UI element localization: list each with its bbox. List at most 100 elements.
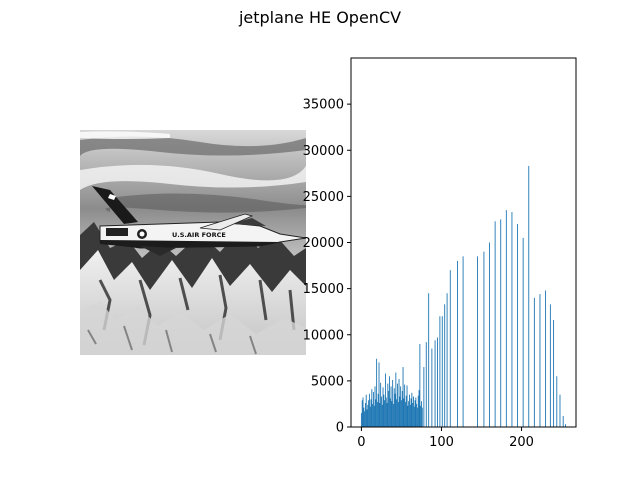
histogram-bar (413, 396, 414, 427)
histogram-bar (439, 316, 441, 427)
histogram-bar (462, 256, 464, 427)
histogram-bar (370, 399, 372, 427)
histogram-bar (428, 293, 430, 427)
x-tick-label: 0 (357, 435, 365, 450)
histogram-bar (511, 212, 513, 427)
histogram-bar (393, 388, 395, 427)
x-tick: 100 (429, 427, 454, 450)
histogram-bar (528, 165, 530, 427)
histogram-bar (556, 376, 558, 427)
histogram-bar (387, 383, 389, 427)
histogram-bar (562, 415, 564, 427)
histogram-bar (394, 393, 396, 427)
histogram-bar (397, 402, 399, 427)
histogram-bar (449, 270, 451, 427)
histogram-bar (431, 348, 433, 427)
histogram-bar (390, 386, 392, 427)
histogram-bar (384, 400, 386, 427)
histogram-bar (417, 395, 419, 427)
histogram-bar (434, 340, 436, 427)
histogram-bar (388, 391, 390, 427)
y-tick: 5000 (311, 374, 351, 389)
y-tick: 35000 (303, 98, 351, 113)
histogram-bar (418, 390, 420, 427)
histogram-bar (446, 293, 448, 427)
x-tick-label: 200 (509, 435, 534, 450)
histogram-bar (364, 411, 366, 427)
histogram-bar (411, 392, 413, 427)
histogram-bar (400, 386, 402, 427)
histogram-bar (380, 396, 382, 427)
histogram-bar (517, 224, 518, 427)
histogram-bar (500, 219, 502, 427)
histogram-bar (371, 389, 373, 427)
histogram-bar (408, 401, 410, 427)
histogram-bar (376, 402, 378, 427)
histogram-bar (388, 376, 390, 427)
histogram-bar (373, 405, 375, 427)
y-tick: 20000 (303, 236, 351, 251)
histogram-bar (386, 403, 388, 427)
histogram-bar (399, 396, 401, 427)
y-tick: 25000 (303, 190, 351, 205)
histogram-bar (364, 403, 366, 427)
histogram-bar (361, 400, 363, 427)
histogram-bar (381, 404, 383, 427)
histogram-bar (414, 400, 416, 427)
histogram-bar (405, 402, 406, 427)
x-tick: 200 (509, 427, 534, 450)
histogram-bar (384, 373, 386, 427)
y-tick: 30000 (303, 144, 351, 159)
y-tick-label: 15000 (303, 282, 344, 297)
histogram-bar (380, 382, 382, 427)
histogram-bar (559, 394, 561, 427)
histogram-bar (420, 405, 422, 427)
histogram-bar (368, 400, 370, 427)
histogram-bar (396, 383, 398, 427)
histogram-bar (421, 407, 423, 427)
histogram-bar (421, 401, 422, 427)
jetplane-photo: U.S.AIR FORCE (80, 130, 306, 355)
x-axis: 0 100 200 (357, 427, 534, 450)
histogram-bar (372, 391, 374, 427)
histogram-bars (360, 165, 567, 427)
y-tick-label: 20000 (303, 236, 344, 251)
histogram-bar (378, 362, 380, 427)
axes-frame (350, 57, 577, 428)
histogram-bar (423, 367, 425, 427)
histogram-bar (545, 290, 547, 427)
jet-aircraft: U.S.AIR FORCE (92, 186, 306, 256)
histogram-bar (406, 385, 408, 427)
y-tick: 15000 (303, 282, 351, 297)
y-tick: 10000 (303, 328, 351, 343)
y-tick-label: 30000 (303, 144, 344, 159)
histogram-bar (412, 403, 414, 427)
histogram-bar (419, 343, 421, 427)
histogram-bar (489, 242, 490, 427)
histogram-bar (403, 398, 405, 427)
histogram-bar (413, 406, 415, 427)
histogram-bar (410, 398, 412, 427)
histogram-bar (401, 391, 403, 427)
histogram-bar (400, 400, 402, 427)
histogram-bar (409, 394, 410, 427)
histogram-bar (416, 403, 418, 427)
y-tick-label: 35000 (303, 98, 344, 113)
histogram-bar (383, 394, 385, 427)
y-tick-label: 5000 (311, 374, 344, 389)
histogram-bar (405, 395, 407, 427)
y-axis: 0 5000 10000 15000 20000 25000 30000 35000 (303, 98, 351, 436)
figure-title: jetplane HE OpenCV (238, 8, 402, 27)
x-tick-label: 100 (429, 435, 454, 450)
histogram-bar (404, 384, 406, 427)
histogram-bar (391, 401, 393, 427)
histogram-bar (415, 397, 417, 427)
histogram-bar (363, 407, 365, 427)
histogram-bar (477, 256, 478, 427)
histogram-bar (505, 210, 507, 427)
histogram-bar (437, 337, 438, 427)
histogram-bar (417, 407, 418, 427)
histogram-bar (392, 403, 394, 427)
histogram-bar (441, 316, 443, 427)
histogram-bar (494, 221, 496, 427)
